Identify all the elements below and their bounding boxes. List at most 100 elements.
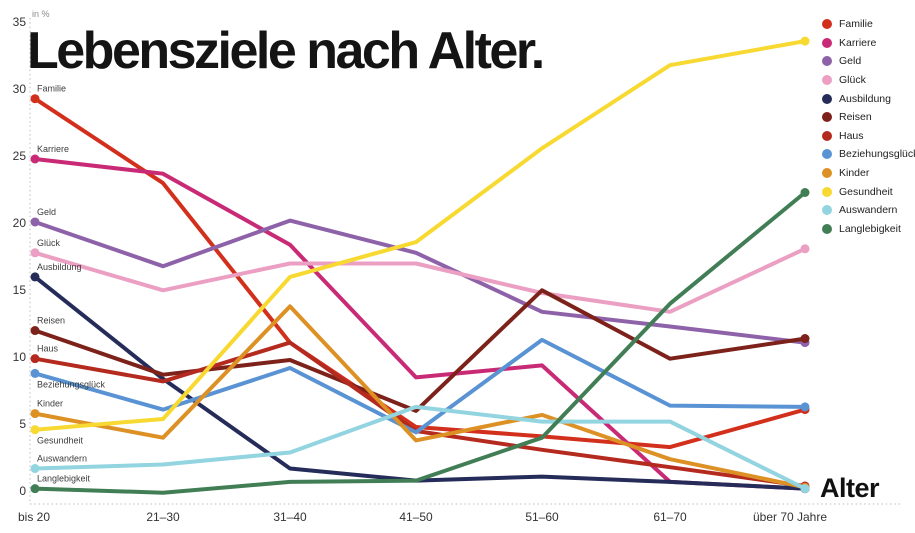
series-Geld: Geld <box>30 207 810 348</box>
series-inline-label: Haus <box>37 344 59 354</box>
legend-item: Auswandern <box>822 201 915 220</box>
x-axis-title: Alter <box>820 473 880 503</box>
series-line <box>33 337 807 435</box>
series-start-dot <box>30 154 40 164</box>
page-title: Lebensziele nach Alter. <box>27 22 545 80</box>
legend-label: Ausbildung <box>839 92 891 105</box>
x-tick-label: 41–50 <box>399 510 433 524</box>
x-tick-label: 31–40 <box>273 510 307 524</box>
series-start-dot <box>30 94 40 104</box>
legend-color-dot <box>822 149 832 160</box>
legend-color-dot <box>822 93 832 104</box>
x-tick-label: 61–70 <box>653 510 687 524</box>
legend: Familie Karriere Geld Glück Ausbildung Reisen… <box>822 15 915 238</box>
series-start-dot <box>30 354 40 364</box>
legend-label: Reisen <box>839 111 872 124</box>
series-end-dot <box>800 36 810 46</box>
legend-color-dot <box>822 19 832 30</box>
y-tick-label: 5 <box>19 417 26 431</box>
x-axis-ticks: bis 20 21–30 31–40 41–50 51–60 61–70 über 70 J… <box>18 510 827 524</box>
series-Reisen: Reisen <box>30 288 810 413</box>
y-tick-label: 30 <box>13 82 27 96</box>
series-line <box>33 404 807 491</box>
legend-label: Familie <box>839 18 873 31</box>
series-inline-label: Kinder <box>37 399 63 409</box>
series-start-dot <box>30 248 40 258</box>
y-tick-label: 20 <box>13 216 27 230</box>
series-Auswandern: Auswandern <box>30 404 810 494</box>
legend-label: Gesundheit <box>839 185 893 198</box>
legend-item: Geld <box>822 52 915 71</box>
series-line <box>33 246 807 314</box>
series-start-dot <box>30 425 40 435</box>
y-axis-ticks: 0 5 10 15 20 25 30 35 <box>13 15 27 498</box>
series-end-dot <box>800 188 810 197</box>
series-inline-label: Langlebigkeit <box>37 474 91 484</box>
series-line <box>33 274 807 491</box>
legend-label: Geld <box>839 55 862 68</box>
legend-item: Familie <box>822 15 915 34</box>
legend-label: Karriere <box>839 36 877 49</box>
series-line <box>33 39 807 432</box>
legend-item: Glück <box>822 71 915 90</box>
series-end-dot <box>800 244 810 254</box>
series-inline-label: Karriere <box>37 144 69 154</box>
legend-label: Beziehungsglück <box>839 148 915 161</box>
x-tick-label: 51–60 <box>525 510 559 524</box>
series-line <box>33 304 807 490</box>
series-start-dot <box>30 326 40 336</box>
series-start-dot <box>30 368 40 378</box>
legend-item: Karriere <box>822 34 915 53</box>
axes <box>29 18 902 505</box>
y-axis-unit-label: in % <box>32 9 50 19</box>
series-inline-label: Auswandern <box>37 454 87 464</box>
series-inline-label: Glück <box>37 238 61 248</box>
series-Glück: Glück <box>30 238 810 314</box>
legend-label: Auswandern <box>839 204 898 217</box>
x-tick-label: bis 20 <box>18 510 50 524</box>
y-tick-label: 25 <box>13 149 27 163</box>
series-line <box>33 218 807 345</box>
series-Beziehungsglück: Beziehungsglück <box>30 337 810 435</box>
series-start-dot <box>30 272 40 282</box>
legend-item: Haus <box>822 127 915 146</box>
series-Gesundheit: Gesundheit <box>30 36 810 446</box>
series-Langlebigkeit: Langlebigkeit <box>30 188 810 495</box>
x-tick-label: über 70 Jahre <box>753 510 827 524</box>
legend-label: Haus <box>839 129 864 142</box>
series-start-dot <box>30 464 40 474</box>
legend-color-dot <box>822 168 832 179</box>
series-inline-label: Reisen <box>37 316 65 326</box>
legend-color-dot <box>822 112 832 123</box>
legend-color-dot <box>822 37 832 48</box>
y-tick-label: 10 <box>13 350 27 364</box>
legend-color-dot <box>822 56 832 67</box>
legend-item: Kinder <box>822 164 915 183</box>
series-end-dot <box>800 484 810 494</box>
legend-item: Reisen <box>822 108 915 127</box>
legend-color-dot <box>822 186 832 197</box>
series-line <box>33 190 807 495</box>
legend-color-dot <box>822 223 832 234</box>
x-tick-label: 21–30 <box>146 510 180 524</box>
legend-color-dot <box>822 205 832 216</box>
legend-label: Langlebigkeit <box>839 222 901 235</box>
series-start-dot <box>30 217 40 227</box>
series-line <box>33 96 807 450</box>
series-end-dot <box>800 334 810 344</box>
legend-item: Ausbildung <box>822 89 915 108</box>
legend-label: Kinder <box>839 167 870 180</box>
y-tick-label: 15 <box>13 283 27 297</box>
y-tick-label: 35 <box>13 15 27 29</box>
y-tick-label: 0 <box>19 484 26 498</box>
legend-item: Gesundheit <box>822 182 915 201</box>
series-inline-label: Geld <box>37 207 56 217</box>
series-line <box>33 288 807 413</box>
series-inline-label: Familie <box>37 84 66 94</box>
series-end-dot <box>800 402 810 412</box>
legend-item: Beziehungsglück <box>822 145 915 164</box>
series-inline-label: Gesundheit <box>37 436 84 446</box>
legend-label: Glück <box>839 74 866 87</box>
